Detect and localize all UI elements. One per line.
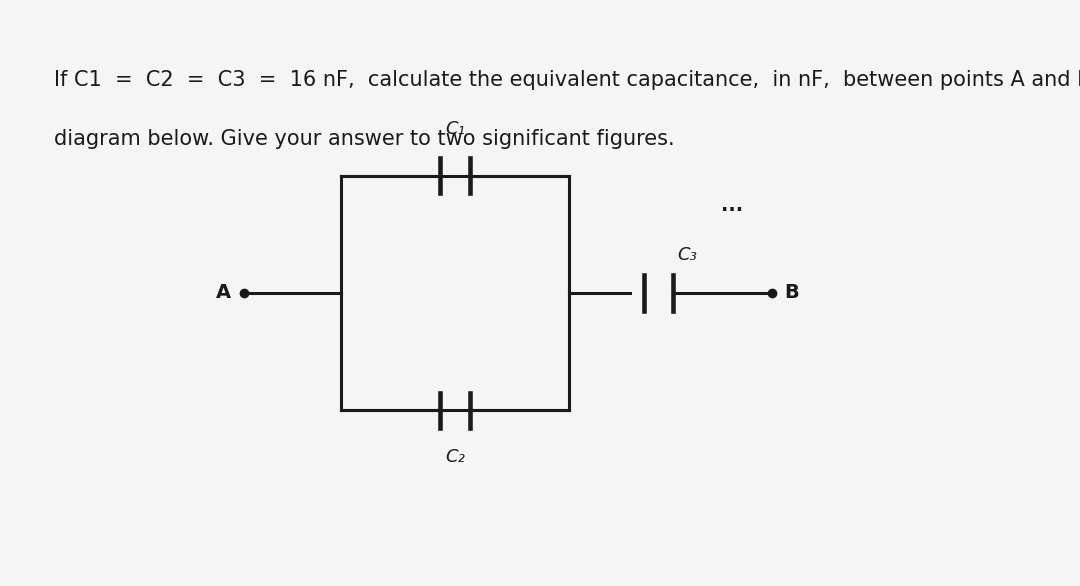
Text: C₃: C₃ — [677, 246, 697, 264]
Text: diagram below. Give your answer to two significant figures.: diagram below. Give your answer to two s… — [54, 129, 675, 149]
Text: C₂: C₂ — [445, 448, 465, 466]
Text: A: A — [216, 284, 231, 302]
Text: C₁: C₁ — [445, 120, 465, 138]
Text: If C1  =  C2  =  C3  =  16 nF,  calculate the equivalent capacitance,  in nF,  b: If C1 = C2 = C3 = 16 nF, calculate the e… — [54, 70, 1080, 90]
Text: B: B — [784, 284, 799, 302]
Text: ...: ... — [720, 196, 743, 214]
